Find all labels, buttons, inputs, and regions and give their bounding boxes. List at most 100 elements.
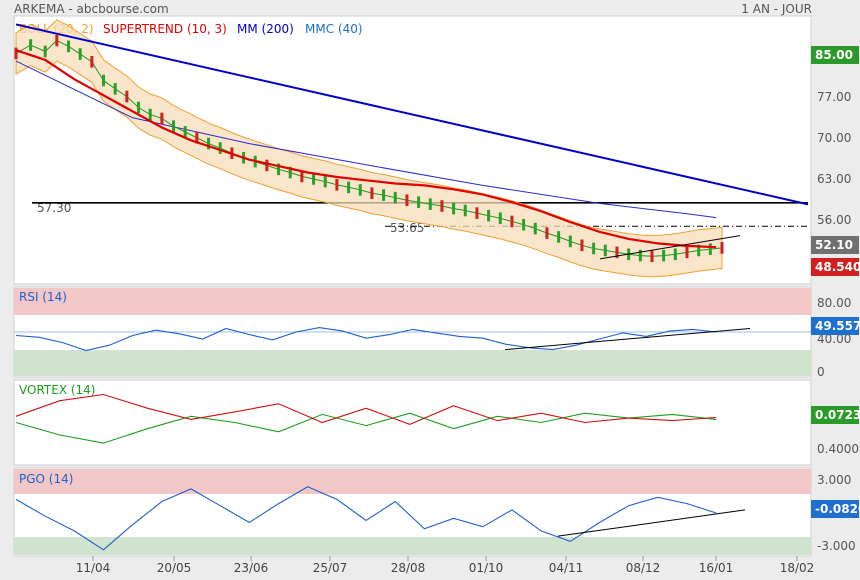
vortex-negative-line — [15, 393, 717, 425]
price-trendline — [599, 235, 741, 260]
price-candle — [440, 200, 444, 212]
legend-mm200[interactable]: MM (200) — [237, 22, 294, 36]
price-candle — [452, 202, 456, 215]
price-candle — [417, 196, 421, 208]
x-axis-label: 11/04 — [76, 561, 111, 575]
rsi-tick: 0 — [817, 365, 825, 379]
price-candle — [55, 34, 59, 47]
price-top-badge: 85.00 — [811, 46, 859, 64]
price-candle — [382, 189, 386, 201]
rsi-tick: 80.00 — [817, 296, 851, 310]
rsi-tick: 40.00 — [817, 332, 851, 346]
price-candle — [195, 131, 199, 144]
price-candle — [592, 242, 596, 255]
price-y-tick: 77.00 — [817, 90, 851, 104]
price-candle — [685, 246, 689, 259]
price-level-badge: 52.10 — [811, 236, 859, 254]
price-candle — [463, 204, 467, 217]
pgo-label[interactable]: PGO (14) — [19, 472, 73, 486]
price-candle — [43, 45, 47, 58]
price-candle — [370, 187, 374, 199]
price-candle — [673, 248, 677, 261]
price-y-tick: 63.00 — [817, 172, 851, 186]
pgo-badge: -0.0820 — [811, 500, 860, 518]
x-axis-label: 20/05 — [157, 561, 192, 575]
price-candle — [568, 235, 572, 248]
price-candle — [638, 249, 642, 262]
price-candle — [662, 249, 666, 262]
price-candle — [650, 250, 654, 263]
rsi-overbought-zone — [14, 288, 811, 315]
price-candle — [428, 198, 432, 210]
x-axis-label: 04/11 — [549, 561, 584, 575]
price-candle — [510, 215, 514, 228]
price-candle — [102, 74, 106, 87]
price-candle — [160, 112, 164, 125]
price-candle — [358, 184, 362, 196]
vortex-tick: 0.4000 — [817, 442, 859, 456]
level-annotation: 53.65 — [390, 221, 424, 235]
plots-layer — [14, 19, 811, 551]
price-candle — [300, 170, 304, 183]
x-axis-label: 28/08 — [391, 561, 426, 575]
price-candle — [697, 244, 701, 257]
price-candle — [708, 243, 712, 255]
price-candle — [557, 231, 561, 243]
supertrend-line — [15, 49, 717, 249]
price-candle — [720, 242, 724, 254]
x-axis-label: 18/02 — [780, 561, 815, 575]
price-candle — [148, 108, 152, 121]
price-candle — [498, 212, 502, 225]
price-candle — [475, 207, 479, 219]
price-candle — [580, 239, 584, 252]
pgo-trendline — [557, 509, 746, 537]
period-label[interactable]: 1 AN - JOUR — [741, 2, 812, 16]
pgo-line — [15, 486, 717, 551]
price-candle — [207, 137, 211, 150]
x-axis-label: 01/10 — [469, 561, 504, 575]
mm200-line — [15, 23, 809, 206]
price-candle — [393, 191, 397, 204]
price-candle — [29, 39, 33, 51]
price-y-tick: 70.00 — [817, 131, 851, 145]
price-candle — [615, 246, 619, 259]
price-candle — [113, 83, 117, 95]
rsi-badge: 49.557 — [811, 317, 860, 335]
price-candle — [603, 244, 607, 257]
vortex-panel — [13, 379, 812, 466]
pgo-tick: -3.000 — [817, 539, 856, 553]
price-candle — [90, 55, 94, 68]
x-axis: 11/04 20/05 23/06 25/07 28/08 01/10 04/11 08/12… — [76, 556, 815, 575]
price-candle — [335, 178, 339, 191]
price-candle — [125, 90, 129, 103]
vortex-badge: 0.0723 — [811, 406, 860, 424]
price-candle — [545, 227, 549, 239]
x-axis-label: 23/06 — [234, 561, 269, 575]
pgo-lower-zone — [14, 537, 811, 555]
price-candle — [265, 159, 269, 172]
vortex-positive-line — [15, 412, 717, 444]
rsi-line — [15, 327, 717, 352]
price-candle — [347, 181, 351, 194]
price-candle — [533, 222, 537, 235]
price-y-tick: 56.00 — [817, 213, 851, 227]
price-candle — [288, 166, 292, 179]
legend-supertrend[interactable]: SUPERTREND (10, 3) — [103, 22, 227, 36]
price-candle — [405, 194, 409, 207]
x-axis-label: 16/01 — [699, 561, 734, 575]
price-candle — [218, 142, 222, 154]
price-candle — [172, 120, 176, 132]
x-axis-label: 25/07 — [313, 561, 348, 575]
x-axis-label: 08/12 — [626, 561, 661, 575]
chart-title: ARKEMA - abcbourse.com — [14, 2, 169, 16]
vortex-label[interactable]: VORTEX (14) — [19, 383, 96, 397]
rsi-label[interactable]: RSI (14) — [19, 290, 67, 304]
price-candle — [487, 209, 491, 222]
price-candle — [78, 48, 82, 60]
price-candle — [67, 40, 71, 53]
pgo-tick: 3.000 — [817, 473, 851, 487]
price-candle — [277, 163, 281, 176]
price-last-badge: 48.540 — [811, 258, 860, 276]
legend-mmc40[interactable]: MMC (40) — [305, 22, 363, 36]
